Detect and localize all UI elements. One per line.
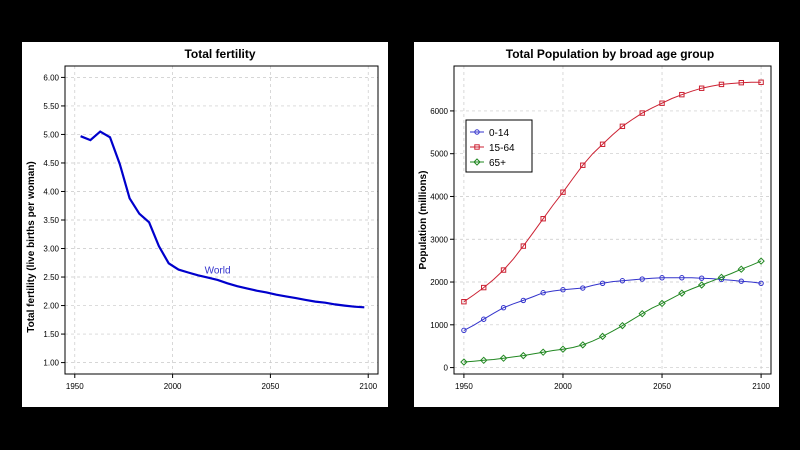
data-point-65- [598,332,607,341]
data-point-0-14 [520,297,527,304]
y-tick-label: 5.50 [43,102,59,111]
population-chart: Total Population by broad age group Popu… [418,47,772,391]
data-point-15-64 [461,299,467,305]
data-point-65- [697,281,706,289]
data-point-0-14 [580,285,586,291]
y-tick-label: 3.00 [43,245,59,254]
data-point-15-64 [679,91,685,98]
data-point-0-14 [461,327,467,334]
legend-box [465,119,533,173]
fertility-chart-panel: Total fertility Total fertility (live bi… [22,42,388,407]
legend-label: 15-64 [489,143,515,154]
data-point-0-14 [698,275,705,281]
x-tick-label: 2000 [164,382,182,391]
y-tick-label: 3.50 [43,216,59,225]
data-point-0-14 [679,275,685,281]
data-point-15-64 [619,123,626,130]
legend-label: 0-14 [489,128,509,139]
y-tick-label: 0 [444,364,449,373]
y-tick-label: 1.00 [43,359,59,368]
data-point-15-64 [520,243,527,249]
data-point-65- [559,345,567,353]
data-point-0-14 [639,276,645,282]
legend-marker-0-14 [474,129,480,135]
y-tick-label: 4.50 [43,159,59,168]
data-point-15-64 [560,189,566,195]
y-tick-label: 6.00 [43,73,59,82]
population-chart-panel: Total Population by broad age group Popu… [414,42,779,407]
data-point-65- [658,299,666,308]
y-tick-label: 4000 [430,192,448,201]
series-line-series [80,130,365,309]
legend-marker-65- [473,158,481,166]
data-point-0-14 [599,280,606,287]
data-point-65- [539,348,547,356]
plot-frame [453,65,772,375]
data-point-65- [480,356,488,365]
y-tick-label: 2.50 [43,273,59,282]
series-annotation: World [205,266,231,277]
data-point-15-64 [718,81,725,88]
data-point-65- [757,257,765,265]
data-point-0-14 [540,290,546,296]
x-tick-label: 2000 [554,382,572,391]
data-point-65- [519,351,528,360]
series-line-0-14 [463,277,762,331]
y-tick-label: 5.00 [43,130,59,139]
y-axis-label: Total fertility (live births per woman) [26,161,37,333]
data-point-0-14 [481,316,487,322]
data-point-15-64 [500,267,507,273]
data-point-15-64 [599,141,606,147]
y-axis-label: Population (millions) [418,171,429,270]
y-tick-label: 2.00 [43,302,59,311]
data-point-0-14 [560,287,566,293]
x-tick-label: 2050 [653,382,671,391]
legend-label: 65+ [489,158,506,169]
data-point-15-64 [758,79,764,85]
fertility-chart: Total fertility Total fertility (live bi… [26,47,379,391]
data-point-15-64 [540,216,546,222]
data-point-65- [618,321,627,330]
data-point-0-14 [659,275,665,281]
y-tick-label: 6000 [430,107,448,116]
data-point-15-64 [659,100,665,106]
data-point-65- [638,309,646,318]
data-point-65- [737,265,745,273]
x-tick-label: 1950 [455,382,473,391]
legend-marker-15-64 [474,144,480,150]
series-line-15-64 [463,81,762,303]
y-tick-label: 1000 [430,321,448,330]
data-point-0-14 [758,280,764,287]
data-point-65- [579,341,587,349]
x-tick-label: 1950 [66,382,84,391]
chart-title: Total fertility [184,47,255,61]
data-point-0-14 [619,278,626,284]
y-tick-label: 3000 [430,235,448,244]
data-point-65- [460,358,468,366]
series-line-65- [463,260,762,363]
data-point-15-64 [738,79,744,86]
data-point-0-14 [500,304,507,311]
data-point-15-64 [481,284,487,291]
data-point-65- [678,289,686,297]
y-tick-label: 4.00 [43,187,59,196]
y-tick-label: 2000 [430,278,448,287]
data-point-65- [717,273,726,282]
data-point-0-14 [738,278,744,284]
data-point-65- [499,354,508,362]
y-tick-label: 5000 [430,150,448,159]
x-tick-label: 2100 [752,382,770,391]
data-point-15-64 [580,162,586,168]
data-point-15-64 [639,110,645,116]
x-tick-label: 2100 [359,382,377,391]
data-point-15-64 [698,85,705,91]
x-tick-label: 2050 [262,382,280,391]
chart-title: Total Population by broad age group [506,47,714,61]
y-tick-label: 1.50 [43,330,59,339]
